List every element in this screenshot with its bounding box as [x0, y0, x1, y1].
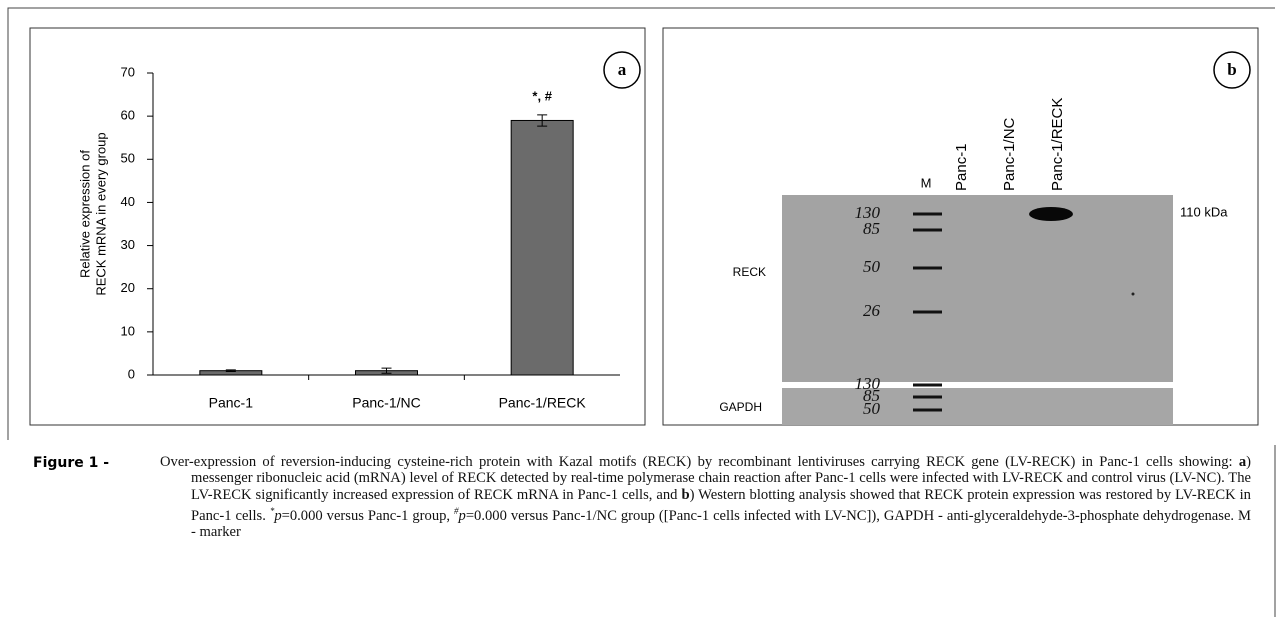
y-axis-label: Relative expression of	[77, 150, 92, 278]
y-tick-label: 30	[121, 237, 135, 252]
lane-label: M	[921, 175, 932, 190]
bar	[511, 120, 573, 375]
y-tick-label: 40	[121, 194, 135, 209]
caption-segment: p	[274, 508, 281, 524]
marker-size: 26	[863, 301, 881, 320]
marker-size: 50	[863, 399, 881, 418]
y-tick-label: 50	[121, 151, 135, 166]
y-tick-label: 20	[121, 280, 135, 295]
caption-segment: b	[681, 487, 689, 503]
x-tick-label: Panc-1/NC	[352, 395, 420, 411]
marker-size: 85	[863, 219, 880, 238]
blot-top	[782, 195, 1173, 382]
x-tick-label: Panc-1	[209, 395, 254, 411]
speck	[1132, 293, 1135, 296]
y-tick-label: 10	[121, 323, 135, 338]
caption-segment: =0.000 versus Panc-1 group,	[282, 508, 454, 524]
caption-label: Figure 1 -	[33, 455, 109, 471]
lane-label: Panc-1/RECK	[1049, 98, 1066, 191]
x-tick-label: Panc-1/RECK	[499, 395, 587, 411]
marker-size: 50	[863, 257, 881, 276]
y-axis-label: RECK mRNA in every group	[93, 132, 108, 295]
caption-segment: p	[459, 508, 466, 524]
page: {"chart_data": {"type": "bar", "panel_la…	[0, 0, 1282, 617]
y-tick-label: 60	[121, 108, 135, 123]
panel-label: b	[1227, 60, 1236, 79]
y-tick-label: 70	[121, 64, 135, 79]
caption-segment: Over-expression of reversion-inducing cy…	[160, 454, 1239, 470]
panel-label: a	[618, 60, 627, 79]
caption-text: Over-expression of reversion-inducing cy…	[191, 454, 1251, 541]
reck-band	[1029, 207, 1073, 221]
blot-bottom	[782, 388, 1173, 425]
lane-label: Panc-1	[953, 143, 970, 191]
size-label: 110 kDa	[1180, 204, 1228, 219]
lane-label: Panc-1/NC	[1001, 117, 1018, 191]
row-label: GAPDH	[719, 400, 762, 414]
bar-annotation: *, #	[532, 88, 552, 103]
y-tick-label: 0	[128, 366, 135, 381]
row-label: RECK	[733, 265, 766, 279]
